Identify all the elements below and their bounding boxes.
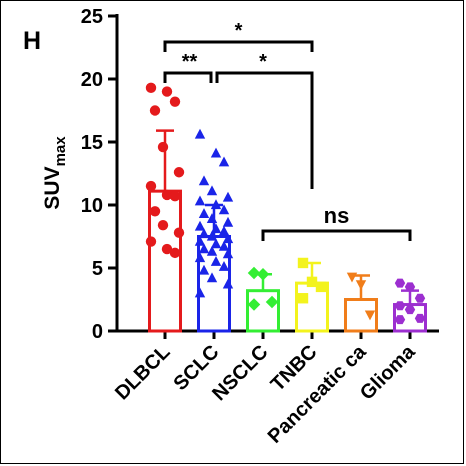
circle-point — [173, 227, 185, 238]
x-tick-label: NSCLC — [208, 341, 272, 405]
data-points — [145, 82, 426, 325]
significance-bracket — [163, 71, 213, 83]
triangle-point — [206, 245, 218, 256]
square-point — [315, 281, 327, 293]
y-tick-label: 5 — [92, 258, 103, 280]
triangle-point — [218, 156, 230, 167]
triangle-point — [198, 228, 210, 239]
hexagon-point — [394, 278, 406, 288]
x-tick-label: DLBCL — [111, 341, 174, 404]
diamond-point — [247, 266, 261, 280]
circle-point — [157, 219, 169, 231]
y-tick-label: 0 — [92, 321, 103, 343]
square-point — [306, 276, 318, 288]
significance-bracket — [261, 229, 412, 241]
circle-point — [161, 243, 173, 255]
circle-point — [149, 206, 161, 217]
circle-point — [145, 82, 157, 94]
circle-point — [173, 167, 185, 178]
significance-label: ns — [324, 203, 350, 228]
diamond-point — [247, 298, 261, 311]
significance-label: ** — [182, 51, 198, 73]
circle-point — [169, 247, 181, 259]
triangle-point — [218, 204, 230, 215]
triangle-point — [198, 208, 210, 218]
triangle-point — [218, 261, 230, 271]
triangle-point — [194, 287, 206, 298]
panel-label: H — [23, 27, 41, 55]
triangle-point — [222, 216, 234, 227]
bar-2 — [246, 289, 280, 333]
circle-point — [149, 105, 161, 116]
diamond-point — [256, 268, 270, 281]
triangle-point — [210, 255, 222, 266]
significance-bracket — [163, 40, 314, 52]
hexagon-point — [414, 313, 426, 323]
circle-point — [157, 141, 169, 153]
triangle-point — [218, 225, 230, 236]
significance-brackets: *** *ns — [163, 20, 412, 241]
circle-point — [169, 96, 181, 107]
y-tick-label: 10 — [81, 195, 103, 217]
significance-bracket — [215, 71, 314, 189]
triangle-point — [222, 248, 234, 259]
y-axis-label-sub: max — [52, 136, 69, 167]
triangle-point — [194, 235, 206, 246]
triangle-point — [218, 240, 230, 251]
circle-point — [169, 190, 181, 202]
square-point — [297, 293, 309, 304]
hexagon-point — [394, 301, 406, 311]
triangle-point — [206, 230, 218, 241]
hexagon-point — [414, 293, 426, 303]
triangle-point — [194, 128, 206, 139]
triangle-point — [198, 175, 210, 186]
triangle-point — [222, 233, 234, 244]
hexagon-point — [404, 305, 416, 315]
y-tick-label: 25 — [81, 6, 103, 28]
triangle-point — [206, 185, 218, 196]
diamond-point — [265, 295, 279, 309]
triangle-point — [194, 195, 206, 206]
invtriangle-point — [346, 272, 358, 283]
y-axis-label-main: SUV — [41, 166, 64, 209]
hexagon-point — [404, 282, 416, 292]
significance-label: * — [235, 20, 243, 42]
triangle-point — [222, 191, 234, 202]
y-axis-label: SUVmax — [41, 136, 69, 210]
hexagon-point — [394, 315, 406, 325]
triangle-point — [194, 220, 206, 231]
triangle-point — [210, 223, 222, 234]
triangle-point — [210, 147, 222, 158]
triangle-point — [210, 238, 222, 249]
circle-point — [161, 189, 173, 201]
triangle-point — [210, 199, 222, 210]
triangle-point — [206, 272, 218, 283]
triangle-point — [198, 264, 210, 275]
x-tick-label: Glioma — [356, 340, 420, 404]
significance-label: * — [259, 51, 267, 73]
triangle-point — [206, 213, 218, 224]
invtriangle-point — [355, 280, 367, 291]
triangle-point — [198, 243, 210, 254]
y-tick-label: 15 — [81, 132, 103, 154]
invtriangle-point — [364, 310, 376, 321]
y-tick-label: 20 — [81, 69, 103, 91]
circle-point — [161, 86, 173, 97]
square-point — [297, 257, 309, 269]
triangle-point — [222, 278, 234, 289]
circle-point — [145, 180, 157, 192]
circle-point — [145, 236, 157, 247]
triangle-point — [194, 252, 206, 263]
